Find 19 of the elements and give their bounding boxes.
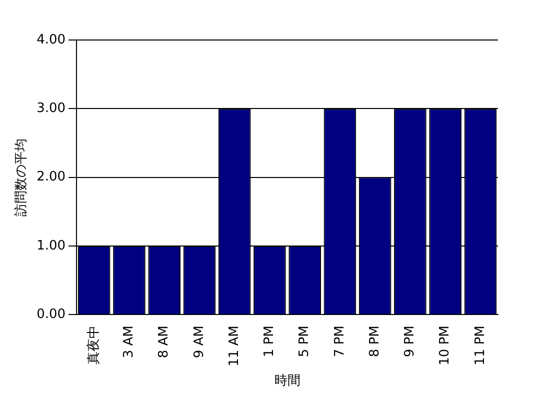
x-tick-label: 9 PM [402,326,418,358]
x-tick-label: 8 PM [367,326,382,358]
y-tick-label: 1.00 [36,238,66,254]
x-tick-label: 1 PM [262,326,278,358]
x-axis-title: 時間 [274,374,300,389]
x-tick-label: 11 AM [226,326,242,366]
y-tick-label: 4.00 [36,32,66,48]
y-tick-label: 3.00 [36,101,66,116]
y-tick-label: 2.00 [36,170,66,185]
x-tick-label: 10 PM [438,326,453,366]
x-tick-label: 7 PM [332,326,348,358]
x-tick-label: 8 AM [156,326,172,358]
x-tick-label: 3 AM [122,326,137,358]
x-tick-label: 5 PM [297,326,312,358]
y-axis-title: 訪問数の平均 [14,138,30,216]
x-tick-label: 真夜中 [85,326,102,365]
x-tick-label: 9 AM [192,326,207,358]
x-tick-label: 11 PM [472,326,488,366]
y-tick-label: 0.00 [36,306,66,322]
